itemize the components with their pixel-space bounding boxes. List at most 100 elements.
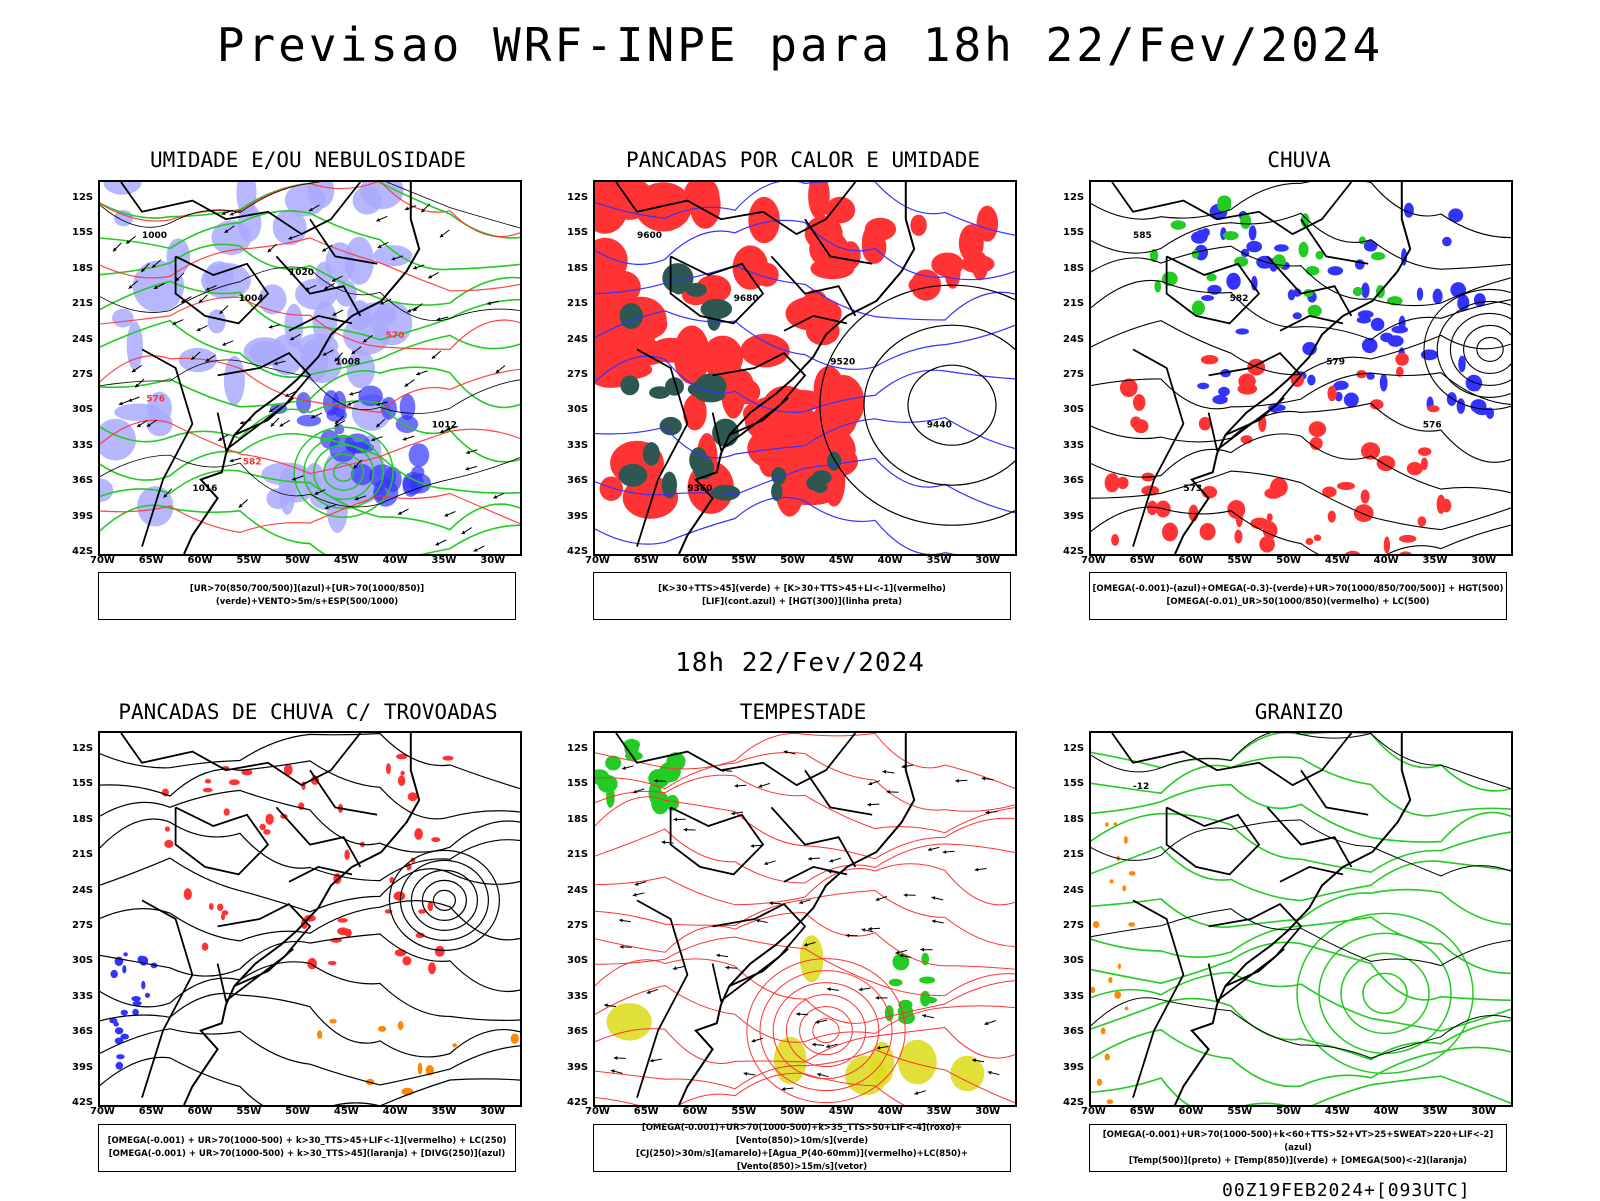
- longitude-label: 45W: [334, 555, 359, 566]
- contour-ring: [422, 880, 466, 920]
- field-blob: [398, 1021, 404, 1030]
- contour-ring: [1477, 337, 1503, 361]
- field-blob: [179, 348, 217, 372]
- longitude-label: 50W: [780, 1106, 805, 1117]
- latitude-label: 18S: [567, 263, 588, 274]
- field-blob: [1458, 356, 1466, 373]
- field-blob: [1371, 252, 1385, 260]
- wind-vector-head: [943, 850, 947, 854]
- field-blob: [112, 309, 134, 328]
- wind-vector-head: [867, 803, 871, 807]
- field-blob: [1234, 530, 1242, 544]
- field-blob: [260, 824, 266, 830]
- field-blob: [1274, 244, 1289, 252]
- longitude-label: 35W: [431, 555, 456, 566]
- field-blob: [1293, 312, 1302, 319]
- contour-label: 1012: [432, 421, 457, 431]
- contour-line: [595, 864, 1015, 905]
- field-blob: [1107, 1099, 1114, 1104]
- legend-line: [CJ(250)>30m/s](amarelo)+[Agua_P(40-60mm…: [594, 1148, 1010, 1174]
- latitude-label: 21S: [72, 849, 93, 860]
- page-title: Previsao WRF-INPE para 18h 22/Fev/2024: [0, 18, 1600, 72]
- contour-line: [1091, 890, 1511, 928]
- longitude-label: 45W: [1325, 555, 1350, 566]
- field-blob: [870, 1042, 895, 1086]
- field-blob: [123, 952, 128, 956]
- longitude-label: 50W: [780, 555, 805, 566]
- field-blob: [165, 826, 170, 831]
- field-blob: [184, 888, 192, 900]
- field-blob: [1125, 1007, 1129, 1011]
- wind-vector-head: [751, 844, 755, 848]
- contour-ring: [786, 995, 865, 1067]
- field-blob: [635, 182, 692, 231]
- field-blob: [1091, 987, 1095, 994]
- field-blob: [1306, 266, 1320, 276]
- field-blob: [100, 479, 113, 503]
- field-blob: [1093, 921, 1099, 928]
- field-blob: [1200, 523, 1216, 540]
- field-blob: [1130, 416, 1141, 428]
- field-blob: [131, 996, 140, 1001]
- latitude-label: 39S: [72, 1062, 93, 1073]
- latitude-label: 30S: [72, 955, 93, 966]
- field-blob: [931, 253, 963, 277]
- longitude-label: 65W: [1130, 1106, 1155, 1117]
- contour-label: 576: [146, 394, 165, 404]
- contour-ring: [433, 890, 455, 910]
- contour-label: 9520: [830, 357, 855, 367]
- state-border: [637, 900, 687, 1097]
- field-blob: [1202, 228, 1210, 237]
- field-blob: [511, 1034, 519, 1044]
- field-blob: [1309, 421, 1327, 437]
- longitude-label: 60W: [188, 1106, 213, 1117]
- field-blob: [1364, 240, 1378, 251]
- wind-vector-head: [876, 996, 880, 1000]
- contour-label: 576: [1423, 421, 1442, 431]
- field-blob: [1223, 231, 1239, 240]
- wind-vector-head: [928, 847, 932, 851]
- longitude-label: 35W: [1422, 555, 1447, 566]
- latitude-label: 18S: [1063, 263, 1084, 274]
- panel-legend: [K>30+TTS>45](verde) + [K>30+TTS>45+LI<-…: [593, 572, 1011, 620]
- field-blob: [1421, 349, 1438, 360]
- latitude-label: 33S: [72, 991, 93, 1002]
- latitude-label: 21S: [1063, 298, 1084, 309]
- field-blob: [409, 443, 430, 467]
- field-blob: [224, 356, 245, 405]
- longitude-label: 30W: [1471, 1106, 1496, 1117]
- longitude-label: 45W: [334, 1106, 359, 1117]
- contour-line: [1091, 280, 1511, 339]
- longitude-label: 40W: [878, 555, 903, 566]
- field-blob: [1299, 242, 1309, 258]
- contour-label: 579: [1326, 357, 1345, 367]
- field-blob: [127, 321, 143, 370]
- field-blob: [203, 788, 213, 792]
- field-blob: [1192, 250, 1199, 259]
- latitude-label: 33S: [567, 440, 588, 451]
- field-blob: [648, 769, 670, 788]
- field-blob: [1371, 318, 1385, 331]
- forecast-map: [593, 731, 1017, 1107]
- run-timestamp: 00Z19FEB2024+[093UTC]: [1222, 1180, 1471, 1201]
- legend-line: [K>30+TTS>45](verde) + [K>30+TTS>45+LI<-…: [594, 583, 1010, 596]
- field-blob: [1238, 383, 1258, 394]
- wind-vector-head: [633, 893, 637, 897]
- latitude-label: 30S: [567, 404, 588, 415]
- wind-vector-head: [868, 927, 872, 931]
- contour-ring: [1450, 313, 1511, 385]
- mid-subtitle: 18h 22/Fev/2024: [0, 648, 1600, 678]
- wind-vector-head: [620, 945, 624, 949]
- longitude-label: 30W: [480, 1106, 505, 1117]
- state-border: [310, 770, 377, 815]
- longitude-label: 50W: [1276, 555, 1301, 566]
- latitude-label: 15S: [1063, 227, 1084, 238]
- contour-line: [595, 986, 1015, 1043]
- panel-legend: [OMEGA(-0.001) + UR>70(1000-500) + k>30_…: [98, 1124, 516, 1172]
- longitude-label: 35W: [926, 555, 951, 566]
- latitude-label: 18S: [72, 814, 93, 825]
- field-blob: [1442, 499, 1452, 513]
- wind-vector-head: [904, 893, 908, 897]
